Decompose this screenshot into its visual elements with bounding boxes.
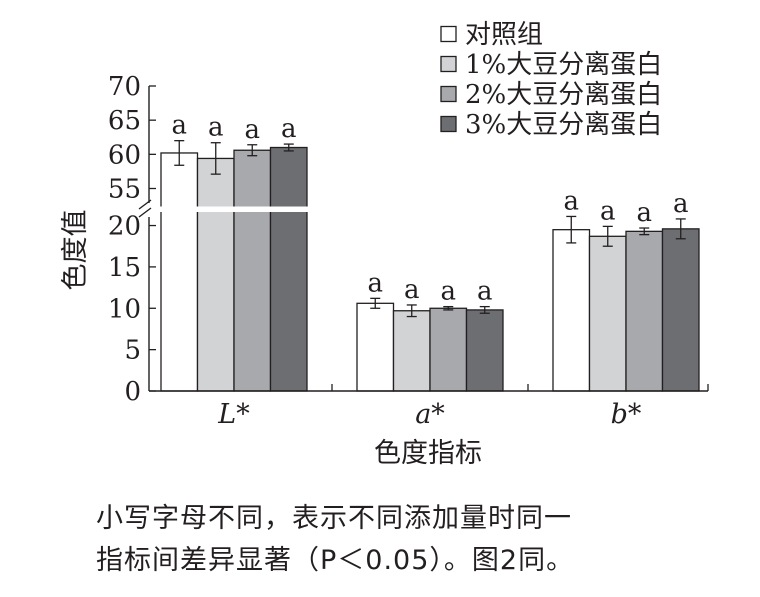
y-tick-label: 15 xyxy=(108,253,141,283)
significance-label-2-1: a xyxy=(208,113,224,143)
y-tick-label: 70 xyxy=(108,72,141,102)
legend-swatch-3 xyxy=(440,85,457,103)
error-bar-2-3 xyxy=(602,225,613,247)
page-bottom-cut xyxy=(0,588,760,597)
y-tick-label: 65 xyxy=(108,106,141,136)
error-bar-2-1 xyxy=(210,142,221,175)
bar-3-3 xyxy=(625,230,664,392)
bar-2-1 xyxy=(196,157,235,392)
x-axis-label: 色度指标 xyxy=(374,438,482,469)
significance-label-4-2: a xyxy=(477,277,493,307)
error-bar-4-3 xyxy=(675,218,686,240)
significance-label-3-1: a xyxy=(244,115,260,145)
axes: 0 5 10 15 20 55 60 65 70 L* a* b* xyxy=(108,72,709,430)
significance-label-3-2: a xyxy=(440,277,456,307)
legend-label-1: 对照组 xyxy=(465,20,543,50)
legend-label-4: 3%大豆分离蛋白 xyxy=(465,110,662,140)
significance-label-1-2: a xyxy=(367,268,383,298)
bar-3-1 xyxy=(233,149,272,392)
bar-2-3 xyxy=(588,235,627,392)
significance-label-1-3: a xyxy=(563,186,579,216)
error-bar-4-2 xyxy=(479,305,490,314)
legend-label-2: 1%大豆分离蛋白 xyxy=(465,50,662,80)
bar-1-1 xyxy=(160,152,199,392)
axis-break-band xyxy=(139,206,309,212)
error-bar-4-1 xyxy=(283,143,294,152)
legend-label-3: 2%大豆分离蛋白 xyxy=(465,80,662,110)
bar-2-2 xyxy=(392,310,431,392)
bar-1-2 xyxy=(356,302,395,392)
y-tick-label: 60 xyxy=(108,140,141,170)
error-bar-1-3 xyxy=(566,215,577,244)
bar-1-3 xyxy=(552,229,591,392)
axis-break-mark xyxy=(138,207,152,218)
error-bar-1-2 xyxy=(370,297,381,309)
legend-swatch-2 xyxy=(440,55,457,73)
bar-4-2 xyxy=(465,309,504,392)
caption-line-1: 小写字母不同，表示不同添加量时同一 xyxy=(96,503,572,534)
x-tick-label: L* xyxy=(217,399,250,430)
y-tick-label: 20 xyxy=(108,212,141,242)
bar-3-2 xyxy=(429,307,468,392)
y-tick-label: 5 xyxy=(124,336,141,366)
error-bar-3-1 xyxy=(247,144,258,157)
bar-4-3 xyxy=(661,228,700,392)
x-tick-label: b* xyxy=(611,399,642,430)
legend-swatch-1 xyxy=(440,25,457,43)
significance-label-3-3: a xyxy=(636,198,652,228)
error-bar-3-2 xyxy=(443,305,454,311)
y-tick-label: 0 xyxy=(124,377,141,407)
legend-swatch-4 xyxy=(440,115,457,133)
significance-label-4-3: a xyxy=(673,189,689,219)
axis-break-mark xyxy=(138,199,152,210)
error-bar-2-2 xyxy=(406,304,417,318)
caption-line-2: 指标间差异显著（P＜0.05）。图2同。 xyxy=(96,545,575,576)
y-axis-label: 色度值 xyxy=(60,210,91,291)
bar-4-1 xyxy=(269,146,308,392)
error-bar-1-1 xyxy=(174,140,185,166)
y-tick-label: 55 xyxy=(108,175,141,205)
significance-label-2-2: a xyxy=(404,275,420,305)
x-tick-label: a* xyxy=(415,399,445,430)
significance-label-2-3: a xyxy=(600,196,616,226)
significance-label-1-1: a xyxy=(171,111,187,141)
significance-label-4-1: a xyxy=(281,114,297,144)
y-tick-label: 10 xyxy=(108,294,141,324)
error-bar-3-3 xyxy=(639,227,650,236)
